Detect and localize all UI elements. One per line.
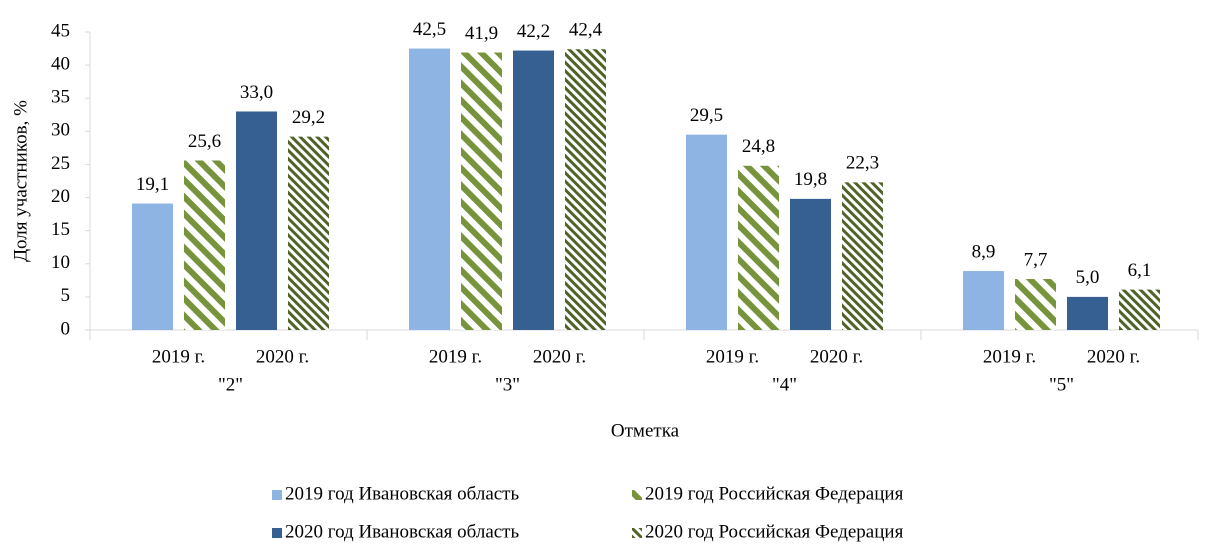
legend-key	[632, 490, 642, 500]
y-tick-label: 0	[61, 318, 71, 339]
bar	[842, 182, 883, 330]
bar	[184, 160, 225, 330]
legend-label: 2019 год Российская Федерация	[645, 483, 904, 504]
bar	[963, 271, 1004, 330]
bar	[790, 198, 831, 330]
bar	[288, 136, 329, 330]
x-subtick-label: 2019 г.	[152, 346, 205, 367]
bar	[738, 165, 779, 330]
legend-label: 2020 год Российская Федерация	[645, 521, 904, 542]
data-label: 42,4	[569, 20, 603, 41]
data-label: 22,3	[846, 153, 879, 174]
data-label: 19,1	[136, 174, 169, 195]
x-subtick-label: 2019 г.	[706, 346, 759, 367]
y-tick-label: 45	[51, 20, 70, 41]
y-tick-label: 20	[51, 186, 70, 207]
y-tick-label: 25	[51, 153, 70, 174]
bar	[236, 111, 277, 330]
x-subtick-label: 2020 г.	[810, 346, 863, 367]
data-label: 25,6	[188, 131, 221, 152]
x-subtick-label: 2020 г.	[533, 346, 586, 367]
data-label: 19,8	[794, 169, 827, 190]
legend-key	[272, 490, 282, 500]
y-axis-label: Доля участников, %	[10, 100, 31, 262]
legend-key	[632, 528, 642, 538]
x-tick-label: "3"	[495, 374, 520, 395]
data-label: 41,9	[465, 23, 498, 44]
data-label: 24,8	[742, 136, 775, 157]
bar	[461, 52, 502, 330]
bar	[565, 49, 606, 331]
x-tick-label: "2"	[218, 374, 243, 395]
x-subtick-label: 2019 г.	[429, 346, 482, 367]
legend-label: 2019 год Ивановская область	[285, 483, 519, 504]
x-subtick-label: 2020 г.	[256, 346, 309, 367]
legend-key	[272, 528, 282, 538]
legend-label: 2020 год Ивановская область	[285, 521, 519, 542]
y-tick-label: 40	[51, 53, 70, 74]
bar	[409, 48, 450, 331]
bar	[1119, 289, 1160, 330]
bar	[1015, 279, 1056, 330]
data-label: 42,5	[413, 19, 446, 40]
y-tick-label: 15	[51, 219, 70, 240]
y-tick-label: 30	[51, 120, 70, 141]
x-subtick-label: 2019 г.	[983, 346, 1036, 367]
data-label: 42,2	[517, 21, 550, 42]
data-label: 7,7	[1024, 249, 1048, 270]
bar	[132, 203, 173, 330]
data-label: 33,0	[240, 82, 273, 103]
data-label: 6,1	[1128, 260, 1152, 281]
y-tick-label: 5	[61, 285, 71, 306]
y-tick-label: 35	[51, 87, 70, 108]
data-label: 29,2	[292, 107, 325, 128]
y-tick-label: 10	[51, 252, 70, 273]
x-tick-label: "5"	[1049, 374, 1074, 395]
x-tick-label: "4"	[772, 374, 797, 395]
x-subtick-label: 2020 г.	[1087, 346, 1140, 367]
data-label: 29,5	[690, 105, 723, 126]
data-label: 5,0	[1076, 267, 1100, 288]
x-axis-label: Отметка	[611, 420, 680, 441]
bar	[1067, 296, 1108, 330]
bar	[686, 134, 727, 330]
data-label: 8,9	[972, 241, 996, 262]
bar	[513, 50, 554, 330]
